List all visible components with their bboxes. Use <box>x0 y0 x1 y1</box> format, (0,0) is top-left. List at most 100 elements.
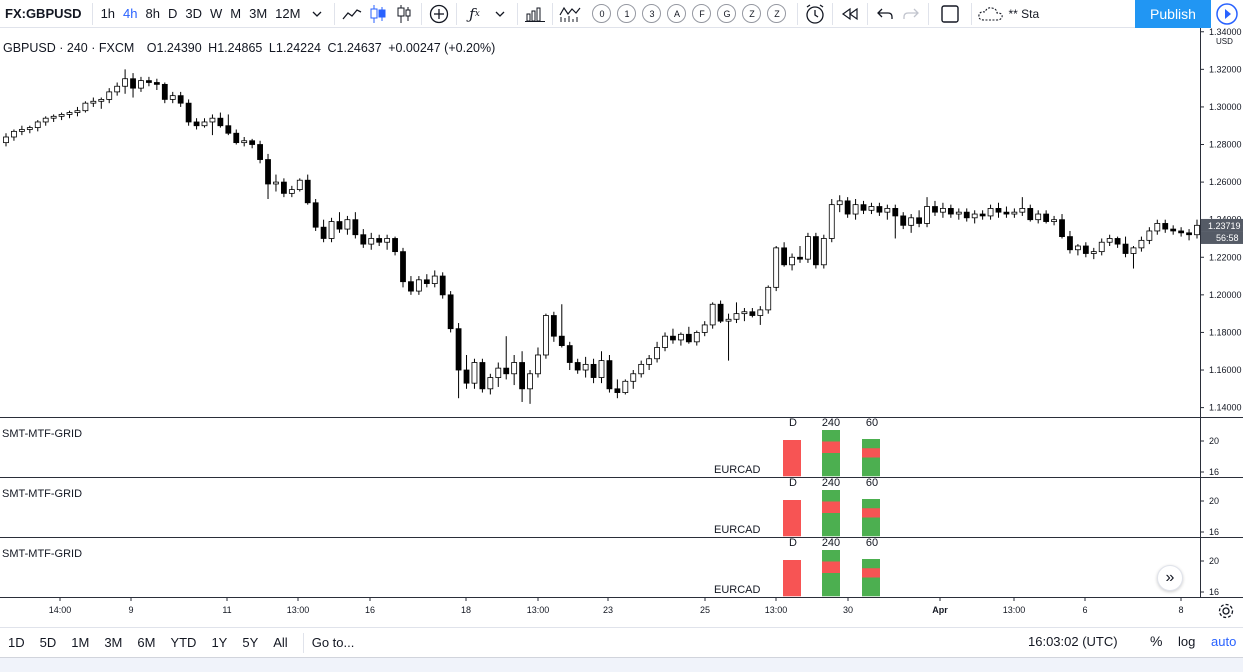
candle-body <box>725 318 732 322</box>
candle-body <box>74 110 81 113</box>
divider <box>421 2 423 25</box>
candle-body <box>225 125 232 134</box>
timeframe-3m[interactable]: 3M <box>249 5 268 21</box>
range-1d[interactable]: 1D <box>8 635 25 650</box>
compare-symbol-button[interactable]: 0 <box>592 4 612 23</box>
range-all[interactable]: All <box>273 635 288 650</box>
candle-body <box>201 121 208 127</box>
compare-symbol-button[interactable]: A <box>667 4 687 23</box>
undo-icon[interactable] <box>872 0 898 28</box>
indicator-label[interactable]: SMT-MTF-GRID <box>2 548 83 560</box>
candle-body <box>916 217 922 224</box>
fullscreen-icon[interactable] <box>937 0 963 28</box>
timeframe-group: 1h 4h 8h D 3D W M 3M 12M <box>97 0 305 28</box>
timeframe-8h[interactable]: 8h <box>145 5 160 21</box>
grid-column-label: D <box>789 537 797 549</box>
candle-body <box>34 121 41 128</box>
grid-cell-red <box>862 448 880 458</box>
candle-body <box>1027 208 1034 221</box>
scroll-to-realtime-button[interactable]: » <box>1157 565 1183 591</box>
save-status-text[interactable]: ** Sta <box>1008 6 1040 21</box>
candle-body <box>423 279 430 284</box>
candle-body <box>42 117 49 123</box>
candle-body <box>1130 247 1137 254</box>
gear-icon[interactable] <box>1214 600 1238 622</box>
redo-icon[interactable] <box>898 0 924 28</box>
symbol-search[interactable]: FX:GBPUSD <box>5 5 82 21</box>
time-axis-label: 13:00 <box>1003 605 1026 615</box>
indicator-icon[interactable] <box>557 0 583 28</box>
range-1y[interactable]: 1Y <box>211 635 228 650</box>
candle-body <box>408 281 414 292</box>
time-axis-label: 23 <box>603 605 613 615</box>
price-axis-label: 1.26000 <box>1209 177 1242 187</box>
timeframe-w[interactable]: W <box>209 5 223 21</box>
range-5d[interactable]: 5D <box>39 635 57 650</box>
range-1m[interactable]: 1M <box>71 635 90 650</box>
candle-body <box>249 140 256 145</box>
play-icon[interactable] <box>1211 0 1243 28</box>
percent-toggle[interactable]: % <box>1150 633 1163 649</box>
range-6m[interactable]: 6M <box>137 635 156 650</box>
candle-body <box>233 132 240 144</box>
candle-body <box>1178 230 1185 234</box>
divider <box>867 2 869 25</box>
chevron-down-icon[interactable] <box>304 0 330 28</box>
range-3m[interactable]: 3M <box>104 635 123 650</box>
range-5y[interactable]: 5Y <box>242 635 259 650</box>
candle-body <box>511 362 518 375</box>
candle-body <box>1003 211 1010 215</box>
compare-symbol-button[interactable]: Z <box>767 4 787 23</box>
timeframe-1h[interactable]: 1h <box>100 5 116 21</box>
candle-body <box>66 112 73 115</box>
candle-body <box>130 78 136 89</box>
candle-body <box>1067 236 1073 251</box>
candle-body <box>1035 213 1042 221</box>
candle-body <box>781 247 788 266</box>
candle-body <box>1043 213 1050 222</box>
timeframe-12m[interactable]: 12M <box>275 5 301 21</box>
cloud-icon[interactable] <box>976 0 1006 28</box>
compare-symbol-button[interactable]: Z <box>742 4 762 23</box>
log-toggle[interactable]: log <box>1178 634 1196 649</box>
chart-area[interactable]: 1.340001.320001.300001.280001.260001.240… <box>0 28 1243 627</box>
compare-symbol-button[interactable]: 3 <box>642 4 662 23</box>
indicator-label[interactable]: SMT-MTF-GRID <box>2 488 83 500</box>
compare-symbol-button[interactable]: 1 <box>617 4 637 23</box>
grid-column-label: D <box>789 417 797 429</box>
divider <box>971 2 973 25</box>
grid-cell-green <box>822 430 840 442</box>
bar-chart-icon[interactable] <box>522 0 548 28</box>
indicator-label[interactable]: SMT-MTF-GRID <box>2 428 83 440</box>
timeframe-d[interactable]: D <box>167 5 178 21</box>
line-chart-icon[interactable] <box>339 0 365 28</box>
goto-button[interactable]: Go to... <box>311 635 355 650</box>
candle-body <box>153 82 160 85</box>
bars-icon[interactable] <box>391 0 417 28</box>
timeframe-m[interactable]: M <box>230 5 242 21</box>
compare-symbol-button[interactable]: G <box>717 4 737 23</box>
candle-body <box>447 294 454 330</box>
publish-button[interactable]: Publish <box>1135 0 1211 28</box>
time-axis-label: 13:00 <box>287 605 310 615</box>
add-circle-icon[interactable] <box>426 0 452 28</box>
chevron-down-icon[interactable] <box>487 0 513 28</box>
grid-cell-red <box>783 509 801 519</box>
candle-body <box>296 179 303 191</box>
candle-body <box>733 313 740 320</box>
replay-icon[interactable] <box>837 0 863 28</box>
legend-title[interactable]: GBPUSD · 240 · FXCM <box>3 41 135 55</box>
alarm-icon[interactable] <box>802 0 828 28</box>
timeframe-4h[interactable]: 4h <box>123 5 138 21</box>
candle-body <box>177 95 184 104</box>
timeframe-3d[interactable]: 3D <box>185 5 202 21</box>
utc-clock[interactable]: 16:03:02 (UTC) <box>1028 634 1118 649</box>
compare-symbol-button[interactable]: F <box>692 4 712 23</box>
range-ytd[interactable]: YTD <box>170 635 197 650</box>
divider <box>91 2 93 25</box>
candles-icon[interactable] <box>365 0 391 28</box>
auto-toggle[interactable]: auto <box>1211 634 1237 649</box>
candle-body <box>797 256 803 260</box>
